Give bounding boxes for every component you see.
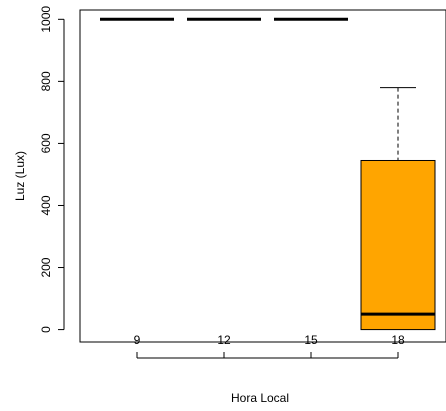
y-tick-label: 1000 bbox=[39, 6, 53, 33]
box-iqr bbox=[360, 159, 436, 331]
x-tick-label: 9 bbox=[134, 333, 141, 347]
y-axis-title: Luz (Lux) bbox=[13, 151, 27, 201]
y-tick-label: 0 bbox=[39, 326, 53, 333]
y-axis: 0 200 400 600 800 1000 bbox=[39, 6, 65, 333]
x-axis: 9 12 15 18 bbox=[134, 333, 405, 359]
box-18 bbox=[360, 87, 436, 331]
x-axis-title: Hora Local bbox=[231, 391, 289, 405]
y-tick-label: 400 bbox=[39, 195, 53, 215]
y-tick-label: 600 bbox=[39, 133, 53, 153]
plot-frame bbox=[79, 9, 446, 343]
x-tick-label: 18 bbox=[391, 333, 405, 347]
y-tick-label: 800 bbox=[39, 71, 53, 91]
boxes bbox=[100, 17, 436, 331]
x-tick-label: 12 bbox=[217, 333, 231, 347]
x-tick-label: 15 bbox=[304, 333, 318, 347]
y-tick-label: 200 bbox=[39, 257, 53, 277]
